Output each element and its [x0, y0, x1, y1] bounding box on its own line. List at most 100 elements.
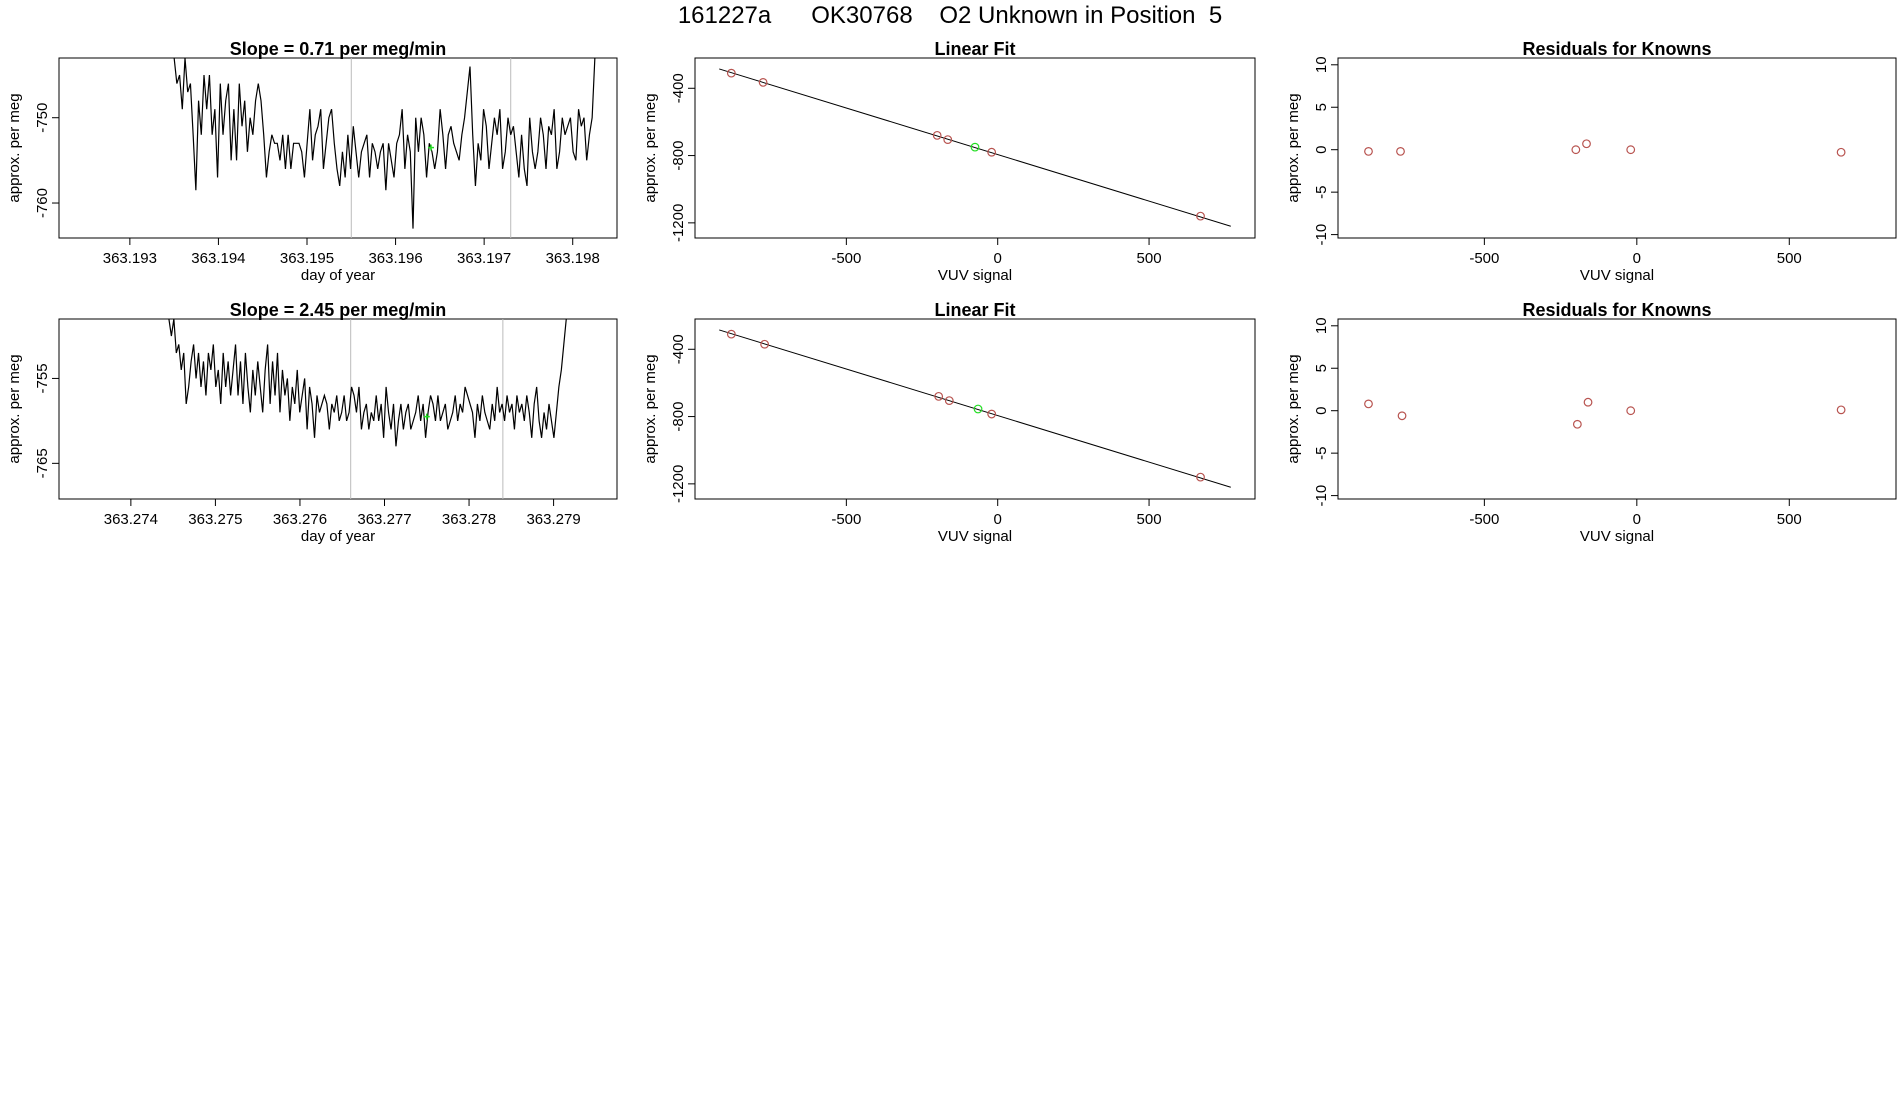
fit-line — [719, 329, 1231, 488]
y-axis-label: approx. per meg — [1285, 93, 1302, 202]
plot-frame — [694, 318, 1256, 500]
page-title: 161227a OK30768 O2 Unknown in Position 5 — [677, 2, 1223, 29]
chart-title: Slope = 2.45 per meg/min — [230, 300, 447, 320]
plot-frame — [1337, 57, 1897, 239]
y-tick-label: 10 — [1313, 317, 1330, 334]
y-tick-label: -1200 — [670, 465, 687, 503]
known-point — [934, 391, 944, 401]
y-tick-label: -5 — [1313, 185, 1330, 198]
x-tick-label: 363.196 — [368, 250, 422, 267]
known-point — [1836, 147, 1846, 157]
y-tick-label: -10 — [1313, 224, 1330, 246]
y-tick-label: 0 — [1313, 146, 1330, 154]
y-tick-label: -5 — [1313, 446, 1330, 459]
known-point — [1626, 406, 1636, 416]
x-axis-label: VUV signal — [1580, 267, 1654, 284]
y-tick-label: 0 — [1313, 407, 1330, 415]
known-point — [1626, 145, 1636, 155]
series-line — [173, 58, 596, 229]
plot-frame — [1337, 318, 1897, 500]
x-tick-label: 363.193 — [103, 250, 157, 267]
x-tick-label: 500 — [1137, 250, 1162, 267]
known-point — [758, 77, 768, 87]
chart-title: Linear Fit — [934, 39, 1015, 59]
known-point — [760, 339, 770, 349]
chart-residuals-2: Residuals for Knowns -500 0 500 -10 -5 0 5 10 VUV… — [1285, 300, 1897, 545]
y-tick-label: -400 — [670, 334, 687, 364]
x-axis-label: day of year — [301, 528, 375, 545]
x-tick-label: 0 — [994, 511, 1002, 528]
x-axis-label: day of year — [301, 267, 375, 284]
chart-fit-1: Linear Fit -500 0 500 -1200 -800 -400 VUV signa… — [642, 39, 1256, 284]
known-point — [1397, 411, 1407, 421]
x-tick-label: -500 — [831, 250, 861, 267]
known-point — [944, 396, 954, 405]
y-tick-label: 5 — [1313, 364, 1330, 372]
x-tick-label: 0 — [994, 250, 1002, 267]
y-tick-label: -800 — [670, 402, 687, 432]
known-point — [1572, 419, 1582, 429]
known-point — [726, 68, 736, 78]
y-axis-label: approx. per meg — [642, 93, 659, 202]
y-axis-label: approx. per meg — [6, 93, 23, 202]
y-axis-label: approx. per meg — [1285, 354, 1302, 463]
x-tick-label: 363.195 — [280, 250, 334, 267]
x-tick-label: 500 — [1777, 250, 1802, 267]
y-tick-label: -755 — [34, 363, 51, 393]
known-point — [1582, 139, 1591, 149]
x-tick-label: -500 — [1469, 511, 1499, 528]
unknown-point — [973, 404, 983, 414]
chart-title: Residuals for Knowns — [1522, 39, 1711, 59]
known-point — [932, 130, 942, 140]
known-point — [987, 409, 997, 419]
y-axis-label: approx. per meg — [6, 354, 23, 463]
x-tick-label: 363.276 — [273, 511, 327, 528]
y-tick-label: -760 — [34, 188, 51, 218]
fit-line — [719, 68, 1231, 227]
known-point — [1364, 146, 1373, 156]
known-point — [1571, 145, 1581, 155]
x-tick-label: 500 — [1137, 511, 1162, 528]
plot-frame — [58, 57, 618, 239]
x-tick-label: 0 — [1633, 250, 1641, 267]
y-tick-label: -10 — [1313, 485, 1330, 507]
y-tick-label: -800 — [670, 141, 687, 171]
known-point — [987, 147, 997, 157]
x-tick-label: 363.277 — [357, 511, 411, 528]
x-tick-label: 363.279 — [526, 511, 580, 528]
known-point — [1583, 397, 1593, 407]
y-tick-label: -750 — [34, 103, 51, 133]
x-tick-label: 500 — [1777, 511, 1802, 528]
y-tick-label: -765 — [34, 448, 51, 478]
y-tick-label: -400 — [670, 73, 687, 103]
known-point — [943, 135, 953, 144]
x-tick-label: 363.275 — [188, 511, 242, 528]
chart-fit-2: Linear Fit -500 0 500 -1200 -800 -400 VUV signa… — [642, 300, 1256, 545]
chart-title: Linear Fit — [934, 300, 1015, 320]
x-axis-label: VUV signal — [938, 528, 1012, 545]
x-tick-label: -500 — [1469, 250, 1499, 267]
known-point — [1196, 472, 1205, 482]
plot-frame — [58, 318, 618, 500]
y-tick-label: 5 — [1313, 103, 1330, 111]
x-tick-label: 0 — [1633, 511, 1641, 528]
x-tick-label: 363.194 — [191, 250, 245, 267]
chart-title: Residuals for Knowns — [1522, 300, 1711, 320]
x-tick-label: -500 — [831, 511, 861, 528]
x-axis-label: VUV signal — [1580, 528, 1654, 545]
series-line — [168, 319, 567, 447]
unknown-point — [970, 142, 980, 152]
y-tick-label: 10 — [1313, 56, 1330, 73]
x-axis-label: VUV signal — [938, 267, 1012, 284]
known-point — [1396, 146, 1405, 156]
chart-slope-2: Slope = 2.45 per meg/min 363.274 363.275 36… — [6, 300, 618, 545]
plot-frame — [694, 57, 1256, 239]
known-point — [1836, 405, 1846, 415]
chart-title: Slope = 0.71 per meg/min — [230, 39, 447, 59]
known-point — [1196, 211, 1205, 221]
y-tick-label: -1200 — [670, 204, 687, 242]
x-tick-label: 363.278 — [442, 511, 496, 528]
known-point — [726, 329, 736, 339]
chart-slope-1: Slope = 0.71 per meg/min 363.193 363.194 36… — [6, 39, 618, 284]
